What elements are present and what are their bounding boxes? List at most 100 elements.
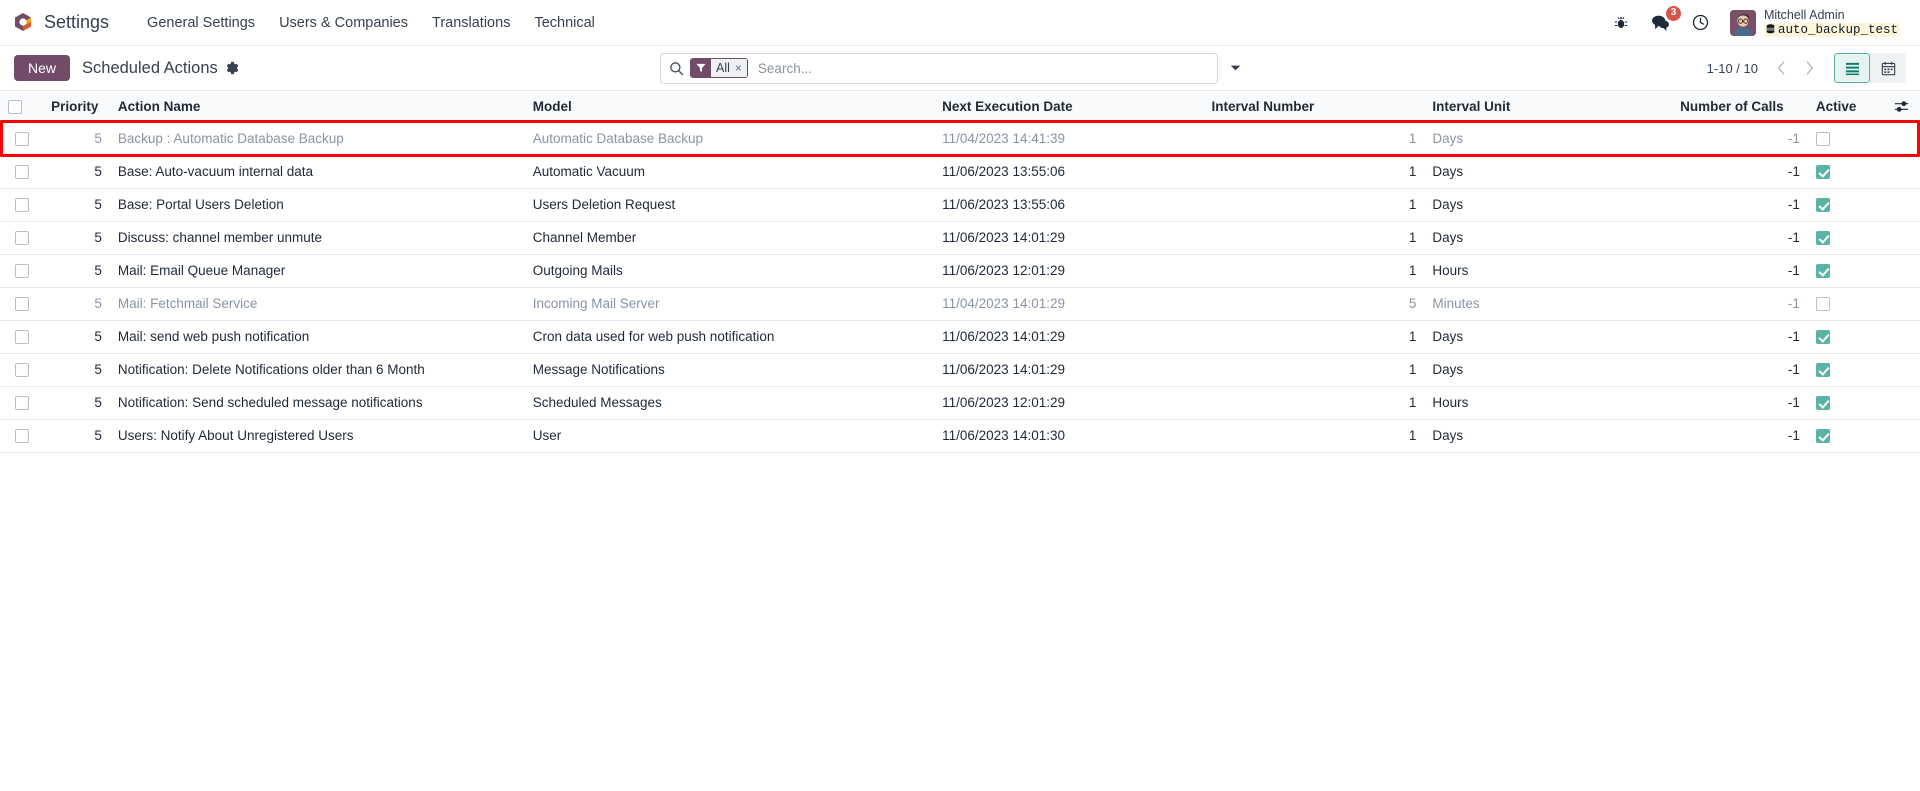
column-header-number-of-calls[interactable]: Number of Calls xyxy=(1672,91,1808,123)
active-checkbox[interactable] xyxy=(1815,264,1830,279)
app-name[interactable]: Settings xyxy=(44,12,110,32)
table-row[interactable]: 5 Discuss: channel member unmute Channel M… xyxy=(0,221,1920,255)
menu-general-settings[interactable]: General Settings xyxy=(147,14,256,31)
cell-priority: 5 xyxy=(43,122,110,156)
systray: 3 Mitchell Admin xyxy=(1610,5,1906,37)
row-select-checkbox[interactable] xyxy=(14,165,29,180)
cell-number-of-calls: -1 xyxy=(1672,287,1808,321)
table-row[interactable]: 5 Users: Notify About Unregistered Users U… xyxy=(0,419,1920,453)
cell-active xyxy=(1807,287,1884,321)
row-select-checkbox[interactable] xyxy=(14,132,29,147)
active-checkbox[interactable] xyxy=(1815,429,1830,444)
cell-active xyxy=(1807,188,1884,222)
search-bar[interactable]: All × xyxy=(660,52,1218,84)
column-header-active[interactable]: Active xyxy=(1807,91,1884,123)
search-area: All × xyxy=(660,52,1252,84)
cell-action-name: Mail: Email Queue Manager xyxy=(109,254,525,288)
table-row[interactable]: 5 Base: Portal Users Deletion Users Deleti… xyxy=(0,188,1920,222)
cell-next-execution-date: 11/06/2023 14:01:29 xyxy=(934,221,1204,255)
active-checkbox[interactable] xyxy=(1815,231,1830,246)
adjust-columns-icon[interactable] xyxy=(1891,99,1912,114)
row-select-checkbox[interactable] xyxy=(14,396,29,411)
row-select-checkbox[interactable] xyxy=(14,363,29,378)
cell-model: User xyxy=(524,419,935,453)
messages-icon[interactable]: 3 xyxy=(1650,5,1681,34)
view-switcher-calendar[interactable] xyxy=(1870,53,1906,83)
cell-priority: 5 xyxy=(43,320,110,354)
row-select-checkbox[interactable] xyxy=(14,231,29,246)
clock-icon[interactable] xyxy=(1690,12,1712,34)
cell-active xyxy=(1807,353,1884,387)
view-switcher-list[interactable] xyxy=(1834,53,1870,83)
cell-active xyxy=(1807,254,1884,288)
user-name: Mitchell Admin xyxy=(1763,8,1845,23)
active-checkbox[interactable] xyxy=(1815,330,1830,345)
cell-action-name: Mail: send web push notification xyxy=(109,320,525,354)
cell-interval-number: 1 xyxy=(1203,155,1425,189)
column-header-interval-number[interactable]: Interval Number xyxy=(1203,91,1425,123)
database-name: auto_backup_test xyxy=(1763,22,1900,37)
table-row[interactable]: 5 Mail: send web push notification Cron da… xyxy=(0,320,1920,354)
active-checkbox[interactable] xyxy=(1815,297,1830,312)
odoo-logo-icon[interactable] xyxy=(10,10,36,36)
messages-badge: 3 xyxy=(1665,5,1681,21)
column-header-action-name[interactable]: Action Name xyxy=(109,91,525,123)
table-row[interactable]: 5 Backup : Automatic Database Backup Autom… xyxy=(0,122,1920,156)
active-checkbox[interactable] xyxy=(1815,198,1830,213)
pager-value: 1-10 / 10 xyxy=(1706,60,1758,76)
cell-number-of-calls: -1 xyxy=(1672,320,1808,354)
active-checkbox[interactable] xyxy=(1815,165,1830,180)
pager-previous-button[interactable] xyxy=(1768,55,1794,81)
row-select-cell xyxy=(0,254,44,288)
bug-icon[interactable] xyxy=(1610,12,1632,34)
pager-next-button[interactable] xyxy=(1796,55,1822,81)
row-select-checkbox[interactable] xyxy=(14,297,29,312)
row-select-checkbox[interactable] xyxy=(14,429,29,444)
select-all-checkbox[interactable] xyxy=(8,99,22,114)
row-select-cell xyxy=(0,419,44,453)
column-header-next-execution-date[interactable]: Next Execution Date xyxy=(934,91,1204,123)
cell-next-execution-date: 11/06/2023 13:55:06 xyxy=(934,155,1204,189)
cell-spacer xyxy=(1883,353,1920,387)
user-menu[interactable]: Mitchell Admin auto_backup_test xyxy=(1729,8,1900,37)
cell-interval-unit: Hours xyxy=(1424,254,1673,288)
chevron-down-icon[interactable] xyxy=(1218,53,1252,84)
avatar[interactable] xyxy=(1729,9,1756,36)
menu-technical[interactable]: Technical xyxy=(534,14,595,31)
cell-interval-unit: Days xyxy=(1424,155,1673,189)
menu-users-companies[interactable]: Users & Companies xyxy=(279,14,408,31)
cell-number-of-calls: -1 xyxy=(1672,221,1808,255)
search-facet-all[interactable]: All × xyxy=(690,58,748,78)
active-checkbox[interactable] xyxy=(1815,396,1830,411)
row-select-cell xyxy=(0,188,44,222)
column-header-interval-unit[interactable]: Interval Unit xyxy=(1424,91,1673,123)
row-select-checkbox[interactable] xyxy=(14,330,29,345)
table-row[interactable]: 5 Notification: Send scheduled message no… xyxy=(0,386,1920,420)
cell-interval-unit: Days xyxy=(1424,188,1673,222)
row-select-cell xyxy=(0,287,44,321)
search-icon xyxy=(669,61,684,76)
cell-interval-number: 1 xyxy=(1203,254,1425,288)
cell-active xyxy=(1807,155,1884,189)
gear-icon[interactable] xyxy=(225,61,239,75)
table-row[interactable]: 5 Mail: Fetchmail Service Incoming Mail Se… xyxy=(0,287,1920,321)
table-row[interactable]: 5 Notification: Delete Notifications olde… xyxy=(0,353,1920,387)
table-row[interactable]: 5 Mail: Email Queue Manager Outgoing Mails… xyxy=(0,254,1920,288)
new-button[interactable]: New xyxy=(14,55,71,81)
view-switcher xyxy=(1834,53,1906,83)
active-checkbox[interactable] xyxy=(1815,132,1830,147)
active-checkbox[interactable] xyxy=(1815,363,1830,378)
table-row[interactable]: 5 Base: Auto-vacuum internal data Automati… xyxy=(0,155,1920,189)
optional-columns-cell xyxy=(1883,91,1920,123)
menu-translations[interactable]: Translations xyxy=(432,14,511,31)
search-input[interactable] xyxy=(755,59,1211,77)
search-facet-label: All xyxy=(711,59,735,77)
column-header-model[interactable]: Model xyxy=(524,91,935,123)
cell-next-execution-date: 11/06/2023 12:01:29 xyxy=(934,254,1204,288)
close-icon[interactable]: × xyxy=(734,59,747,77)
row-select-checkbox[interactable] xyxy=(14,264,29,279)
cell-priority: 5 xyxy=(43,155,110,189)
cell-spacer xyxy=(1883,287,1920,321)
row-select-checkbox[interactable] xyxy=(14,198,29,213)
column-header-priority[interactable]: Priority xyxy=(43,91,110,123)
